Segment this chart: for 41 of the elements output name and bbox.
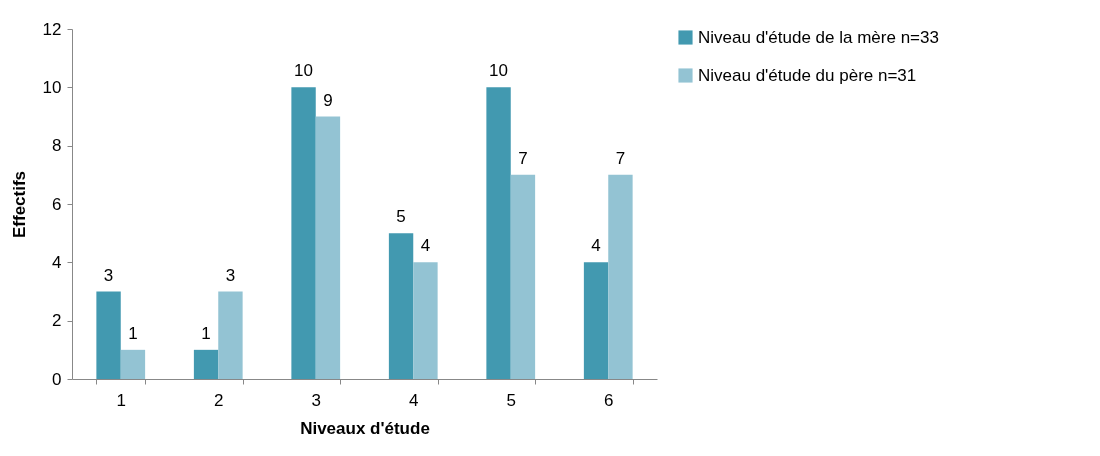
- bar: [583, 262, 609, 379]
- x-tick-label: 3: [311, 390, 321, 410]
- bar: [608, 174, 633, 379]
- bar: [120, 349, 146, 379]
- data-label: 3: [103, 265, 114, 285]
- x-axis-title: Niveaux d'étude: [300, 418, 430, 438]
- data-label: 1: [201, 323, 211, 343]
- x-tick-label: 4: [409, 390, 419, 410]
- data-label: 9: [323, 90, 333, 110]
- bar: [486, 87, 511, 379]
- y-tick-label: 6: [52, 194, 62, 214]
- bar: [388, 233, 414, 379]
- bar: [218, 291, 243, 379]
- y-tick-label: 0: [52, 369, 62, 389]
- data-label: 4: [591, 236, 601, 256]
- bar: [193, 349, 219, 379]
- data-label: 10: [489, 61, 509, 81]
- x-tick-label: 5: [506, 390, 516, 410]
- legend-label: Niveau d'étude du père n=31: [698, 65, 917, 85]
- data-label: 10: [294, 61, 314, 81]
- y-axis-title: Effectifs: [9, 170, 29, 239]
- bar: [96, 291, 121, 379]
- y-tick-label: 10: [42, 77, 62, 97]
- data-label: 7: [518, 148, 528, 168]
- legend-label: Niveau d'étude de la mère n=33: [698, 27, 939, 47]
- y-tick-label: 8: [52, 136, 62, 156]
- data-label: 4: [420, 236, 431, 256]
- bar: [413, 262, 438, 379]
- bar: [510, 174, 536, 379]
- y-tick-label: 2: [52, 311, 62, 331]
- data-label: 1: [128, 323, 138, 343]
- bar: [315, 116, 341, 379]
- x-tick-label: 2: [214, 390, 224, 410]
- data-label: 5: [396, 207, 406, 227]
- data-label: 7: [615, 148, 626, 168]
- y-tick-label: 4: [52, 252, 62, 272]
- y-tick-label: 12: [42, 19, 62, 39]
- x-tick-label: 6: [604, 390, 614, 410]
- bar: [291, 87, 316, 379]
- x-tick-label: 1: [116, 390, 126, 410]
- data-label: 3: [225, 265, 236, 285]
